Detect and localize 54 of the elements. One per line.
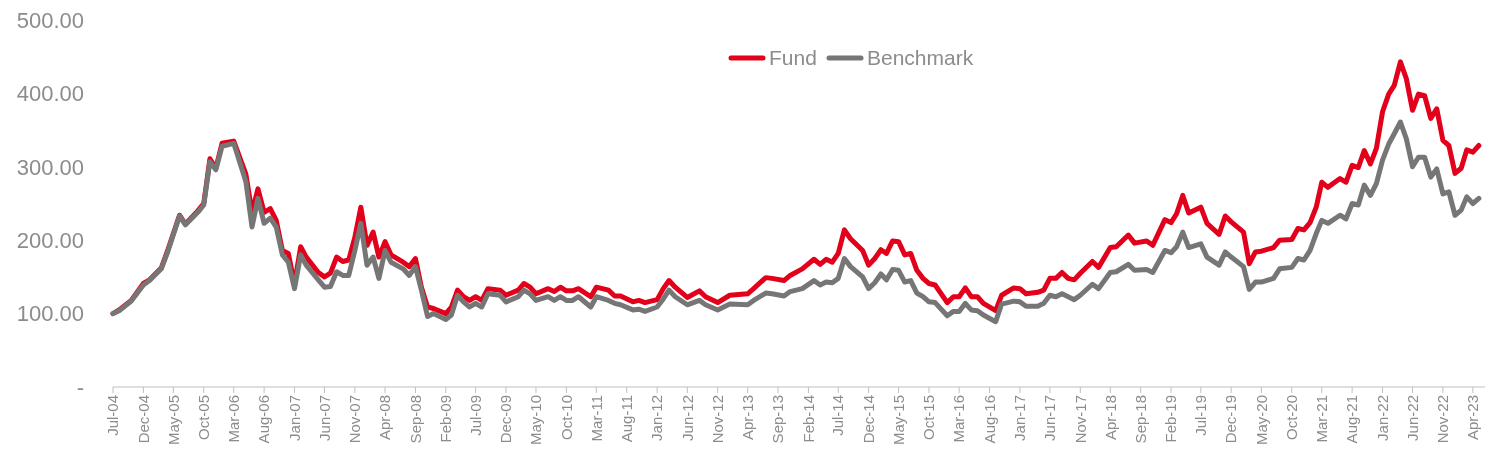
x-tick-label: Sep-13 — [769, 395, 787, 444]
x-tick-label: Aug-16 — [980, 395, 998, 444]
x-tick-label: Mar-06 — [224, 395, 242, 443]
x-tick-label: Jun-07 — [315, 395, 333, 441]
y-tick-label: 100.00 — [16, 301, 84, 327]
legend-label: Benchmark — [867, 46, 974, 69]
x-tick-label: Dec-19 — [1222, 395, 1240, 444]
x-tick-label: Mar-11 — [587, 395, 605, 442]
x-tick-label: Dec-14 — [859, 395, 877, 444]
y-tick-label: 500.00 — [16, 7, 84, 33]
x-tick-label: Jul-09 — [466, 395, 484, 436]
x-tick-label: Oct-10 — [557, 395, 575, 441]
x-tick-label: Apr-18 — [1101, 395, 1119, 441]
x-tick-label: Sep-18 — [1131, 395, 1149, 444]
x-tick-label: May-20 — [1252, 395, 1270, 446]
x-tick-label: Jun-22 — [1403, 395, 1421, 441]
x-tick-label: Nov-12 — [708, 395, 726, 444]
x-tick-label: Dec-04 — [134, 395, 152, 444]
x-tick-label: Oct-20 — [1283, 395, 1301, 441]
y-tick-label: - — [76, 374, 84, 400]
x-tick-label: Jul-19 — [1192, 395, 1210, 436]
x-tick-label: Jan-07 — [285, 395, 303, 441]
x-tick-label: Apr-23 — [1464, 395, 1482, 441]
y-tick-label: 300.00 — [16, 154, 84, 180]
x-tick-label: Oct-15 — [920, 395, 938, 441]
x-tick-label: Jun-17 — [1041, 395, 1059, 441]
x-tick-label: Jul-14 — [829, 395, 847, 436]
x-tick-label: May-15 — [889, 395, 907, 446]
x-tick-label: Oct-05 — [195, 395, 212, 441]
x-tick-label: Feb-19 — [1162, 395, 1180, 443]
x-tick-label: Nov-07 — [346, 395, 364, 444]
x-tick-label: Jan-22 — [1373, 395, 1391, 441]
y-tick-label: 400.00 — [16, 81, 84, 107]
x-tick-label: Mar-16 — [950, 395, 968, 443]
x-tick-label: May-05 — [164, 395, 182, 446]
x-tick-label: Jan-12 — [648, 395, 666, 441]
x-tick-label: Apr-08 — [376, 395, 394, 441]
x-tick-label: Dec-09 — [497, 395, 515, 444]
x-tick-label: Nov-17 — [1071, 395, 1089, 444]
x-tick-label: Feb-09 — [437, 395, 455, 443]
x-tick-label: May-10 — [527, 395, 545, 446]
x-tick-label: Mar-21 — [1313, 395, 1331, 443]
y-tick-label: 200.00 — [16, 227, 84, 253]
x-tick-label: Jul-04 — [104, 395, 122, 436]
legend-label: Fund — [769, 46, 817, 69]
x-tick-label: Apr-13 — [738, 395, 756, 441]
x-tick-label: Jan-17 — [1011, 395, 1029, 441]
x-tick-label: Feb-14 — [799, 395, 817, 443]
x-tick-label: Jun-12 — [678, 395, 696, 441]
x-tick-label: Nov-22 — [1434, 395, 1452, 444]
x-tick-label: Aug-11 — [617, 395, 635, 443]
x-tick-label: Aug-21 — [1343, 395, 1361, 444]
x-tick-label: Sep-08 — [406, 395, 424, 444]
x-tick-label: Aug-06 — [255, 395, 273, 444]
